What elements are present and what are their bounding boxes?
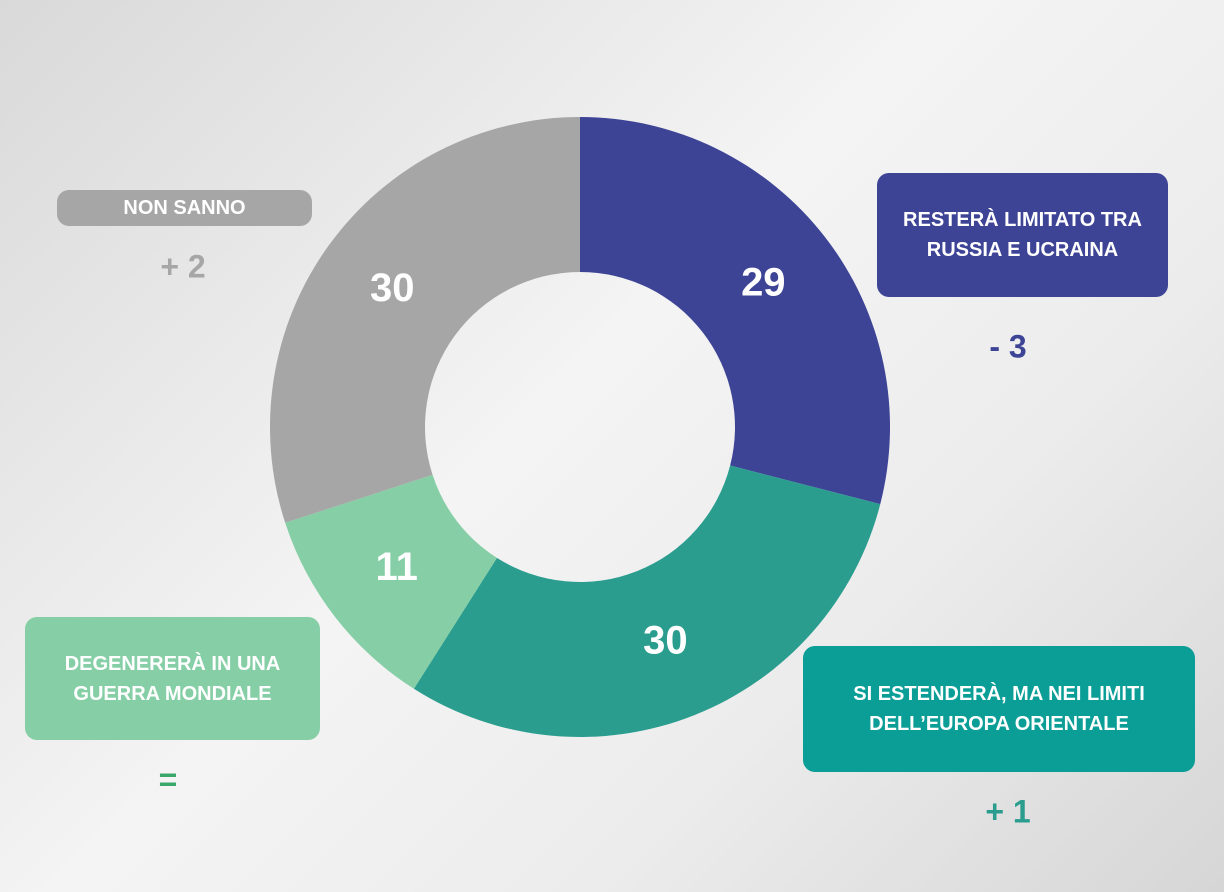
category-label: NON SANNO — [57, 190, 312, 226]
value-label: 29 — [741, 260, 786, 304]
value-label: 11 — [376, 545, 418, 589]
change-label: + 1 — [985, 793, 1031, 830]
value-label: 30 — [370, 266, 415, 310]
donut-segment — [270, 117, 580, 523]
change-label: = — [158, 761, 178, 798]
category-label: RESTERÀ LIMITATO TRA RUSSIA E UCRAINA — [877, 173, 1168, 297]
change-label: - 3 — [989, 328, 1027, 365]
value-label: 30 — [643, 618, 688, 662]
donut-segment — [285, 474, 497, 689]
donut-segment — [413, 465, 881, 738]
category-label: DEGENERERÀ IN UNA GUERRA MONDIALE — [25, 617, 320, 740]
change-label: + 2 — [160, 248, 206, 285]
donut-segment — [580, 117, 890, 505]
category-label: SI ESTENDERÀ, MA NEI LIMITI DELL’EUROPA … — [803, 646, 1195, 772]
